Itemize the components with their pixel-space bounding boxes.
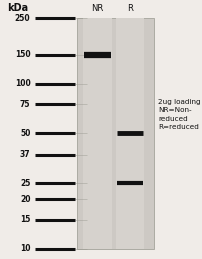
Text: 75: 75 — [20, 100, 30, 109]
Text: 50: 50 — [20, 129, 30, 138]
Bar — [77, 18, 154, 249]
Text: 37: 37 — [20, 150, 30, 160]
Text: R: R — [126, 4, 132, 13]
Text: 10: 10 — [20, 244, 30, 253]
Text: 150: 150 — [15, 50, 30, 59]
Bar — [115, 18, 143, 249]
Bar — [83, 18, 111, 249]
Text: 100: 100 — [15, 79, 30, 88]
Text: NR: NR — [91, 4, 103, 13]
Text: 20: 20 — [20, 195, 30, 204]
Text: 2ug loading
NR=Non-
reduced
R=reduced: 2ug loading NR=Non- reduced R=reduced — [158, 99, 200, 130]
Text: kDa: kDa — [7, 3, 28, 13]
Text: 15: 15 — [20, 215, 30, 224]
Text: 250: 250 — [15, 14, 30, 23]
Text: 25: 25 — [20, 178, 30, 188]
